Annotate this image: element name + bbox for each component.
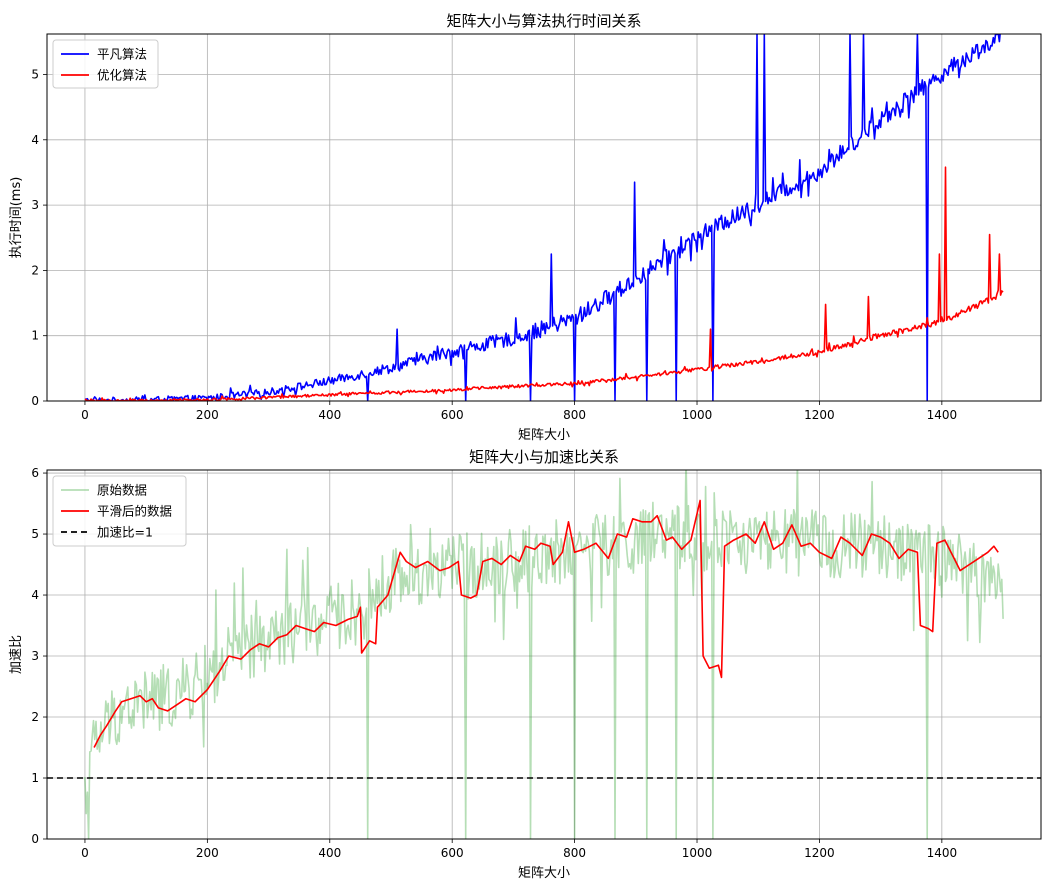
y-tick-label: 2 [31,710,39,724]
x-axis-label: 矩阵大小 [518,866,570,881]
x-tick-label: 600 [441,846,464,860]
legend-entry-label: 优化算法 [97,68,147,83]
x-tick-label: 1200 [804,846,835,860]
x-tick-label: 200 [196,408,219,422]
series-line-2 [84,166,1004,401]
x-tick-label: 400 [318,846,341,860]
y-tick-label: 0 [31,832,39,846]
x-tick-label: 1400 [927,408,958,422]
series-line-2 [93,499,999,748]
y-tick-label: 6 [31,466,39,480]
y-tick-label: 3 [31,649,39,663]
y-tick-label: 2 [31,263,39,277]
y-tick-label: 3 [31,198,39,212]
y-tick-label: 5 [31,527,39,541]
y-axis-label: 执行时间(ms) [9,177,24,259]
x-tick-label: 800 [563,846,586,860]
x-tick-label: 800 [563,408,586,422]
x-tick-label: 200 [196,846,219,860]
y-tick-label: 1 [31,771,39,785]
grid [47,34,1041,402]
series-group [84,34,1004,401]
x-tick-label: 1200 [804,408,835,422]
chart-panel-1: 0 200 400 600 800 1000 1200 1400 0 1 2 3 4 5 矩阵大小与算法执行… [9,12,1042,443]
x-tick-label: 1400 [927,846,958,860]
series-line-1 [84,34,1001,401]
legend-box [52,39,159,89]
axes-frame [46,33,1042,402]
chart-title: 矩阵大小与算法执行时间关系 [446,12,641,30]
x-tick-label: 0 [81,846,89,860]
y-tick-label: 5 [31,67,39,81]
legend-entry-label: 加速比=1 [97,525,153,540]
plot-area [47,34,1041,401]
x-tick-label: 1000 [682,408,713,422]
x-tick-label: 1000 [682,846,713,860]
legend-entry-label: 平滑后的数据 [97,504,172,519]
series-group [47,470,1041,839]
y-axis-label: 加速比 [9,635,24,674]
x-tick-label: 400 [318,408,341,422]
y-tick-label: 0 [31,394,39,408]
chart-panel-2: 0 200 400 600 800 1000 1200 1400 0 1 2 3 4 5 6 矩阵大小与加速比… [9,448,1042,881]
y-tick-label: 1 [31,329,39,343]
y-tick-label: 4 [31,133,39,147]
legend-box [52,475,187,547]
x-axis-label: 矩阵大小 [518,428,570,443]
y-tick-label: 4 [31,588,39,602]
chart-title: 矩阵大小与加速比关系 [469,448,619,466]
axes-frame [46,469,1042,840]
legend-entry-label: 原始数据 [97,483,147,498]
x-tick-label: 0 [81,408,89,422]
legend-entry-label: 平凡算法 [97,47,147,62]
x-tick-label: 600 [441,408,464,422]
